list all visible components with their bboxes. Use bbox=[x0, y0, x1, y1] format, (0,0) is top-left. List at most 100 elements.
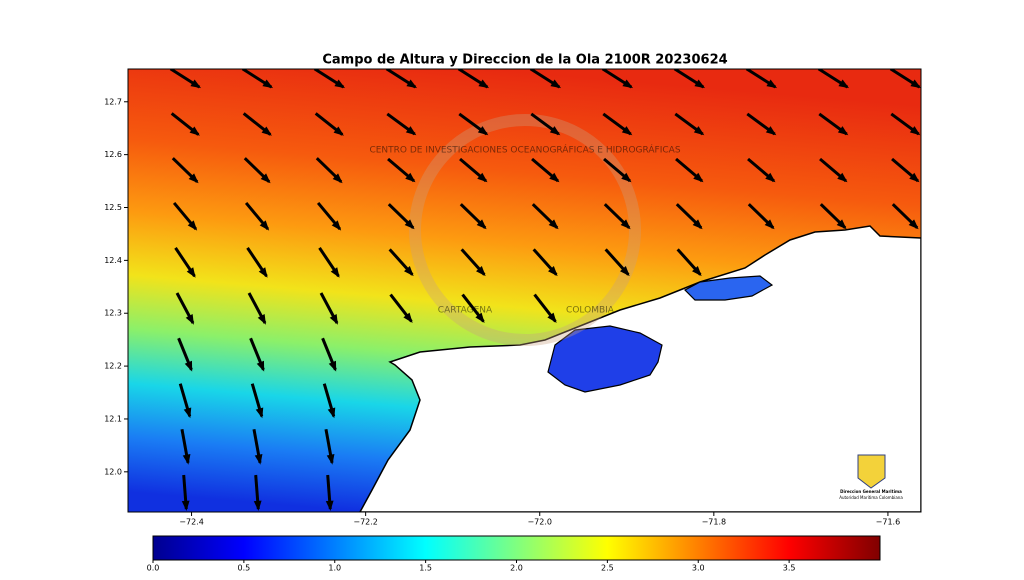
wave-arrows bbox=[169, 69, 921, 511]
logo-name: Direccion General Maritima bbox=[840, 489, 902, 494]
arrow-head bbox=[186, 267, 196, 278]
colorbar-tick-label: 1.0 bbox=[328, 564, 341, 573]
arrow-head bbox=[692, 266, 702, 277]
y-tick-label: 12.6 bbox=[104, 150, 122, 159]
arrow-head bbox=[837, 126, 849, 136]
axes-frame bbox=[127, 68, 922, 513]
arrow-head bbox=[256, 360, 265, 372]
colorbar-tick-label: 0.5 bbox=[238, 564, 251, 573]
arrow-head bbox=[187, 220, 198, 231]
arrow-head bbox=[692, 219, 703, 230]
arrow-head bbox=[330, 267, 340, 278]
x-tick-label: −72.4 bbox=[179, 518, 204, 527]
bay-inner bbox=[547, 325, 663, 393]
arrow-head bbox=[477, 172, 488, 183]
arrow-head bbox=[254, 454, 263, 465]
arrow-head bbox=[190, 79, 202, 89]
arrow-head bbox=[694, 79, 706, 89]
arrow-head bbox=[909, 172, 920, 183]
arrow-head bbox=[332, 173, 343, 184]
arrow-head bbox=[621, 172, 632, 183]
arrow-head bbox=[404, 219, 415, 230]
arrow-head bbox=[909, 126, 921, 136]
arrow-head bbox=[693, 126, 705, 136]
y-tick-label: 12.0 bbox=[104, 467, 122, 476]
arrow-head bbox=[548, 219, 559, 230]
bay-east bbox=[684, 275, 774, 301]
ticks: −72.4 −72.2 −72.0 −71.8 −71.6 12.0 12.1 12.2 12.… bbox=[104, 97, 900, 572]
arrow-head bbox=[181, 500, 190, 511]
arrow-head bbox=[765, 172, 776, 183]
arrow-head bbox=[334, 79, 346, 89]
arrow-head bbox=[838, 79, 850, 89]
arrow-head bbox=[476, 266, 486, 277]
arrow-head bbox=[188, 173, 199, 184]
arrow-head bbox=[329, 314, 338, 325]
colorbar-tick-label: 0.0 bbox=[147, 564, 160, 573]
arrow-head bbox=[550, 79, 562, 89]
arrow-head bbox=[405, 172, 416, 183]
y-tick-label: 12.4 bbox=[104, 256, 122, 265]
arrow-head bbox=[549, 172, 560, 183]
arrow-head bbox=[326, 454, 335, 465]
arrow-head bbox=[253, 500, 262, 511]
arrow-head bbox=[405, 126, 417, 136]
arrow-head bbox=[403, 312, 413, 323]
arrow-head bbox=[259, 220, 270, 231]
y-tick-label: 12.2 bbox=[104, 362, 122, 371]
arrow-head bbox=[183, 407, 192, 419]
y-tick-label: 12.3 bbox=[104, 309, 122, 318]
arrow-head bbox=[764, 219, 775, 230]
chart-title: Campo de Altura y Direccion de la Ola 21… bbox=[322, 53, 727, 68]
logo: Direccion General Maritima Autoridad Mar… bbox=[839, 454, 903, 500]
arrow-head bbox=[622, 79, 634, 89]
arrow-head bbox=[255, 407, 264, 419]
arrow-head bbox=[325, 500, 334, 511]
watermark-ring bbox=[409, 114, 641, 346]
logo-shield bbox=[857, 454, 886, 489]
arrow-head bbox=[331, 220, 342, 231]
arrow-head bbox=[621, 126, 633, 136]
colorbar-tick-label: 2.0 bbox=[510, 564, 523, 573]
arrow-head bbox=[184, 360, 193, 372]
arrow-head bbox=[477, 126, 489, 136]
x-tick-label: −71.8 bbox=[702, 518, 727, 527]
watermark-text: CARTAGENA bbox=[438, 306, 493, 316]
colorbar bbox=[152, 535, 881, 561]
arrow-head bbox=[258, 267, 268, 278]
arrow-head bbox=[262, 79, 274, 89]
x-tick-label: −71.6 bbox=[876, 518, 901, 527]
x-tick-label: −72.0 bbox=[527, 518, 552, 527]
arrow-head bbox=[620, 219, 631, 230]
arrow-head bbox=[185, 314, 194, 325]
logo-subtitle: Autoridad Maritima Colombiana bbox=[839, 495, 903, 500]
arrow-head bbox=[476, 219, 487, 230]
arrow-head bbox=[910, 79, 921, 89]
arrow-head bbox=[478, 79, 490, 89]
y-tick-label: 12.7 bbox=[104, 97, 122, 106]
arrow-head bbox=[475, 312, 485, 323]
watermark-text: CENTRO DE INVESTIGACIONES OCEANOGRÁFICAS… bbox=[369, 144, 680, 156]
arrow-head bbox=[260, 173, 271, 184]
arrow-head bbox=[548, 266, 558, 277]
arrow-head bbox=[836, 219, 847, 230]
arrow-head bbox=[261, 126, 272, 136]
arrow-head bbox=[257, 314, 266, 325]
arrow-head bbox=[620, 266, 630, 277]
arrow-head bbox=[333, 126, 344, 136]
arrow-head bbox=[908, 219, 919, 230]
arrow-head bbox=[327, 407, 336, 419]
colorbar-tick-label: 3.0 bbox=[692, 564, 705, 573]
x-tick-label: −72.2 bbox=[353, 518, 378, 527]
arrow-head bbox=[549, 126, 561, 136]
y-tick-label: 12.5 bbox=[104, 203, 122, 212]
arrow-head bbox=[837, 172, 848, 183]
watermark-text: COLOMBIA bbox=[566, 306, 615, 316]
colorbar-tick-label: 2.5 bbox=[601, 564, 614, 573]
colorbar-tick-label: 1.5 bbox=[419, 564, 432, 573]
arrow-head bbox=[693, 172, 704, 183]
colorbar-tick-label: 3.5 bbox=[783, 564, 796, 573]
arrow-head bbox=[404, 266, 414, 277]
arrow-head bbox=[406, 79, 418, 89]
